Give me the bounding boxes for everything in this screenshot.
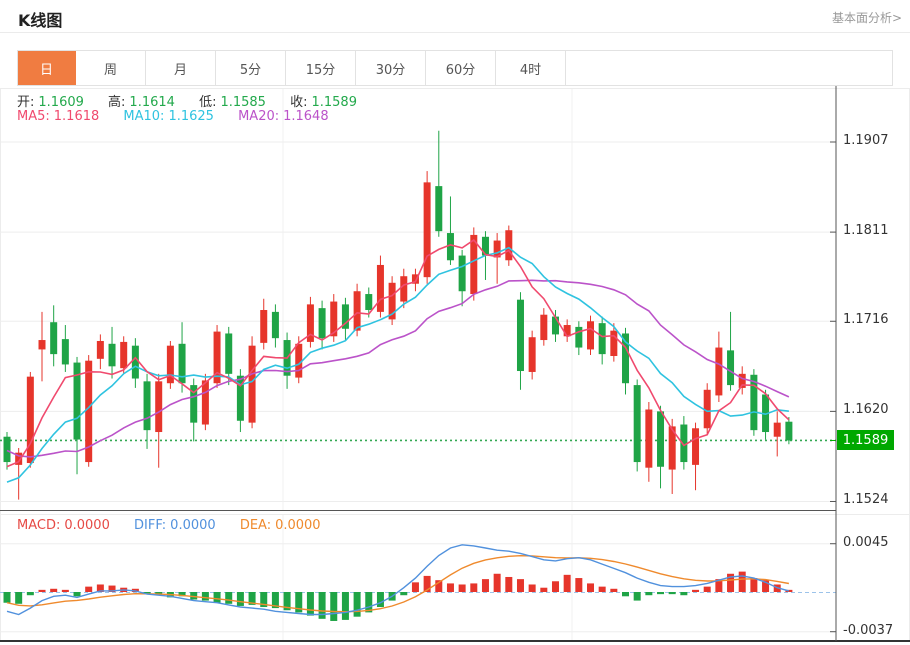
current-price-badge: 1.1589 [837,430,894,451]
ma20-label: MA20: [238,109,280,124]
ohlc-legend: 开: 1.1609 高: 1.1614 低: 1.1585 收: 1.1589 [17,91,361,110]
tab-day[interactable]: 日 [18,51,76,85]
macd-value: 0.0000 [64,518,110,533]
tab-60min[interactable]: 60分 [426,51,496,85]
low-value: 1.1585 [220,95,266,110]
y-axis-label: 1.1811 [843,223,889,239]
y-axis-label: 1.1524 [843,492,889,508]
ma5-label: MA5: [17,109,50,124]
y-axis-label: 1.1716 [843,312,889,328]
high-label: 高: [108,95,126,110]
dea-value: 0.0000 [275,518,321,533]
tab-week[interactable]: 周 [76,51,146,85]
low-label: 低: [199,95,217,110]
ma-legend: MA5: 1.1618 MA10: 1.1625 MA20: 1.1648 [17,109,333,124]
diff-label: DIFF: [134,518,167,533]
ma10-value: 1.1625 [168,109,214,124]
close-label: 收: [290,95,308,110]
open-label: 开: [17,95,35,110]
ma10-label: MA10: [123,109,165,124]
tab-15min[interactable]: 15分 [286,51,356,85]
page-header: K线图 基本面分析> [0,0,910,33]
tab-30min[interactable]: 30分 [356,51,426,85]
macd-axis-label: 0.0045 [843,534,889,550]
ma5-value: 1.1618 [53,109,100,124]
high-value: 1.1614 [129,95,175,110]
period-tabbar: 日 周 月 5分 15分 30分 60分 4时 [17,50,893,86]
diff-value: 0.0000 [170,518,216,533]
y-axis-label: 1.1907 [843,133,889,148]
y-axis-label: 1.1620 [843,402,889,418]
macd-legend: MACD: 0.0000 DIFF: 0.0000 DEA: 0.0000 [17,518,325,533]
fundamental-analysis-link[interactable]: 基本面分析> [831,11,902,25]
page-title: K线图 [18,11,63,30]
open-value: 1.1609 [38,95,84,110]
close-value: 1.1589 [311,95,357,110]
macd-axis-label: -0.0037 [843,622,894,638]
macd-label: MACD: [17,518,61,533]
tab-5min[interactable]: 5分 [216,51,286,85]
dea-label: DEA: [239,518,272,533]
tab-4hour[interactable]: 4时 [496,51,566,85]
ma20-value: 1.1648 [283,109,329,124]
tab-month[interactable]: 月 [146,51,216,85]
